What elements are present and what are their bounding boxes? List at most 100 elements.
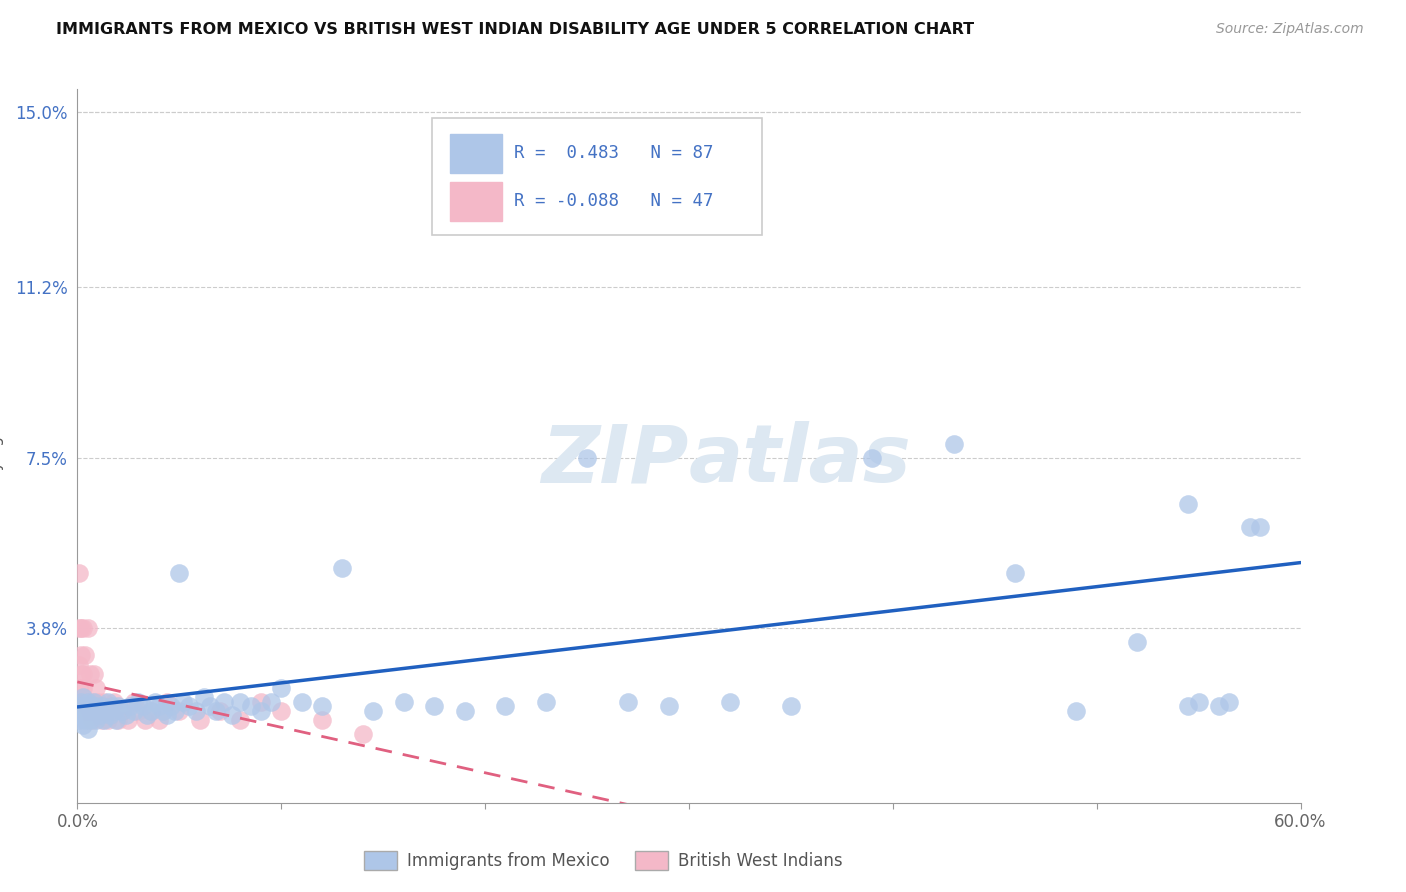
Point [83, 666, 105, 681]
FancyBboxPatch shape [450, 182, 502, 220]
Point [70, 694, 93, 708]
Point [76, 694, 98, 708]
Point [165, 704, 187, 718]
Point [105, 713, 128, 727]
Point [1208, 699, 1230, 714]
Point [87, 694, 110, 708]
Point [72, 681, 94, 695]
Point [188, 713, 211, 727]
Point [89, 704, 111, 718]
Point [67, 621, 90, 635]
Point [1177, 497, 1199, 511]
Text: R = -0.088   N = 47: R = -0.088 N = 47 [515, 193, 713, 211]
Point [120, 699, 142, 714]
Point [576, 450, 599, 465]
Point [184, 704, 207, 718]
Point [250, 704, 273, 718]
Point [198, 699, 221, 714]
Point [90, 713, 112, 727]
FancyBboxPatch shape [432, 118, 762, 235]
Y-axis label: Disability Age Under 5: Disability Age Under 5 [0, 360, 4, 532]
Text: R =  0.483   N = 87: R = 0.483 N = 87 [515, 145, 713, 162]
Text: Source: ZipAtlas.com: Source: ZipAtlas.com [1216, 22, 1364, 37]
Point [101, 699, 124, 714]
Point [392, 694, 415, 708]
Point [193, 690, 215, 704]
Point [270, 681, 292, 695]
Point [179, 699, 201, 714]
Point [67, 713, 90, 727]
Point [1188, 694, 1211, 708]
Point [250, 694, 273, 708]
Point [67, 566, 90, 580]
Point [128, 694, 150, 708]
Point [229, 694, 252, 708]
Point [97, 694, 120, 708]
Point [205, 704, 228, 718]
Point [83, 694, 105, 708]
Point [80, 708, 103, 723]
Point [103, 704, 125, 718]
Point [139, 704, 162, 718]
FancyBboxPatch shape [450, 134, 502, 173]
Point [107, 713, 129, 727]
Point [103, 694, 125, 708]
Point [84, 681, 107, 695]
Point [260, 694, 283, 708]
Point [128, 704, 150, 718]
Point [291, 694, 314, 708]
Point [79, 713, 101, 727]
Text: atlas: atlas [689, 421, 911, 500]
Point [76, 694, 98, 708]
Point [67, 657, 90, 672]
Point [658, 699, 681, 714]
Point [221, 708, 243, 723]
Point [209, 704, 232, 718]
Point [76, 708, 98, 723]
Point [72, 666, 94, 681]
Point [172, 694, 194, 708]
Point [94, 704, 117, 718]
Point [70, 621, 93, 635]
Point [70, 648, 93, 663]
Point [627, 161, 650, 175]
Point [495, 699, 517, 714]
Point [139, 704, 162, 718]
Point [67, 694, 90, 708]
Point [89, 708, 111, 723]
Text: ZIP: ZIP [541, 421, 689, 500]
Point [124, 694, 146, 708]
Point [423, 699, 446, 714]
Point [862, 450, 884, 465]
Point [80, 699, 103, 714]
Point [75, 648, 97, 663]
Point [1218, 694, 1240, 708]
Point [270, 704, 292, 718]
Point [156, 708, 179, 723]
Point [84, 713, 107, 727]
Point [160, 699, 183, 714]
Point [79, 704, 101, 718]
Point [169, 566, 191, 580]
Point [1004, 566, 1026, 580]
Point [80, 694, 103, 708]
Point [1177, 699, 1199, 714]
Point [135, 708, 157, 723]
Point [72, 621, 94, 635]
Point [169, 704, 191, 718]
Point [148, 713, 170, 727]
Point [67, 699, 90, 714]
Point [70, 666, 93, 681]
Point [98, 704, 121, 718]
Point [332, 561, 354, 575]
Point [93, 713, 115, 727]
Point [79, 666, 101, 681]
Point [1066, 704, 1088, 718]
Point [79, 704, 101, 718]
Point [115, 708, 138, 723]
Point [124, 704, 146, 718]
Point [134, 713, 156, 727]
Point [76, 722, 98, 736]
Point [239, 699, 262, 714]
Point [311, 699, 333, 714]
